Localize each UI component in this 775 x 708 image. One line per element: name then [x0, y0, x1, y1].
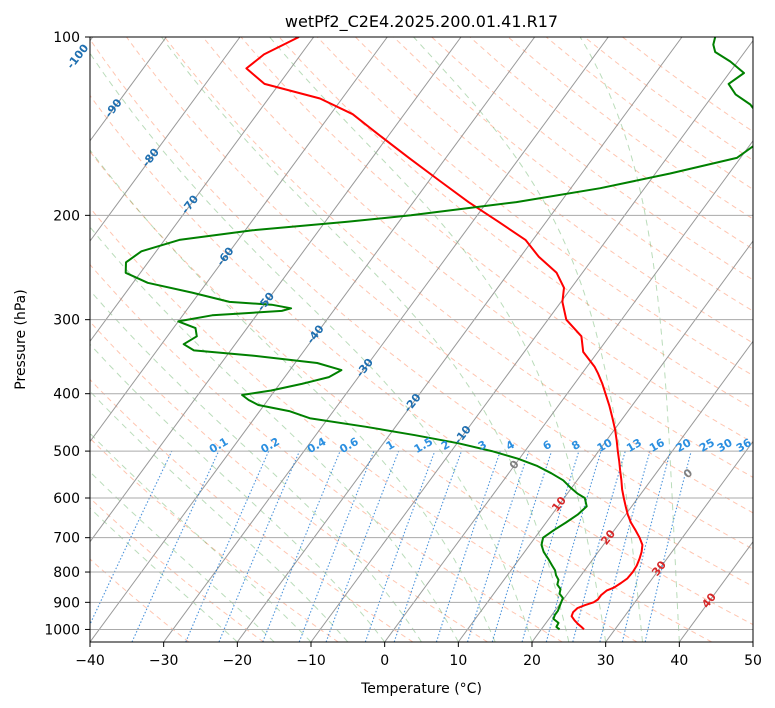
y-tick-label: 600: [53, 491, 80, 507]
temperature-profile-line: [245, 37, 644, 631]
dry-adiabat-line: [90, 94, 753, 626]
y-tick-label: 100: [53, 30, 80, 46]
y-tick-label: 500: [53, 444, 80, 460]
mixing-ratio-line: [491, 450, 553, 642]
dry-adiabat-line: [90, 263, 563, 642]
mixing-ratio-line: [466, 450, 530, 642]
mixing-ratio-line: [325, 450, 400, 642]
mixing-ratio-line: [521, 450, 580, 642]
dry-adiabat-line: [90, 437, 339, 642]
y-tick-label: 200: [53, 208, 80, 224]
mixing-ratio-line: [435, 450, 501, 642]
y-tick-label: 300: [53, 313, 80, 329]
dry-adiabat-line: [90, 150, 712, 642]
mixing-ratio-line: [364, 450, 436, 642]
isotherm-line: [457, 240, 753, 642]
mixing-ratio-line: [393, 450, 463, 642]
x-tick-label: −30: [149, 653, 179, 669]
isotherm-line: [90, 37, 167, 142]
dry-adiabat-line: [355, 37, 753, 344]
dry-adiabat-line: [90, 378, 414, 642]
isotherm-line: [384, 139, 753, 642]
y-tick-label: 1000: [44, 622, 80, 638]
dry-adiabat-line: [90, 38, 753, 587]
x-tick-label: −40: [75, 653, 105, 669]
y-tick-label: 900: [53, 595, 80, 611]
dewpoint-profile-line: [124, 37, 753, 631]
y-axis-label: Pressure (hPa): [13, 289, 29, 389]
y-axis-ticks: 100 200 300 400 500 600 700 800 900 1000: [44, 30, 90, 638]
x-tick-label: −10: [296, 653, 326, 669]
x-tick-label: 50: [744, 653, 762, 669]
mixing-ratio-line: [90, 450, 173, 626]
isotherm-line: [236, 37, 683, 642]
plot-frame: [89, 36, 754, 643]
moist-adiabat-line: [161, 37, 570, 642]
x-axis-label: Temperature (°C): [360, 681, 482, 697]
chart-title: wetPf2_C2E4.2025.200.01.41.R17: [285, 12, 558, 32]
grid-lines: [90, 37, 753, 630]
x-tick-label: 40: [670, 653, 688, 669]
mixing-ratio-line: [131, 450, 220, 642]
isotherm-line: [90, 37, 388, 443]
isotherm-line: [531, 340, 753, 642]
isotherm-line: [310, 39, 753, 642]
x-tick-label: 20: [523, 653, 541, 669]
mixing-ratio-line: [545, 450, 602, 642]
mixing-ratio-line: [298, 450, 375, 642]
dry-adiabat-line: [393, 37, 753, 312]
background-reference-lines: [90, 37, 753, 642]
mixing-ratio-line: [218, 450, 301, 642]
moist-adiabat-line: [90, 52, 533, 642]
x-tick-label: 30: [597, 653, 615, 669]
x-axis-ticks: −40 −30 −20 −10 0 10 20 30 40 50: [75, 642, 762, 669]
dry-adiabat-line: [240, 37, 753, 444]
moist-adiabat-line: [579, 37, 680, 642]
dry-adiabat-line: [90, 558, 190, 642]
mixing-ratio-line: [185, 450, 270, 642]
isotherm-line: [90, 37, 241, 242]
mixing-ratio-line: [599, 450, 651, 642]
dry-adiabat-line: [90, 207, 638, 642]
isotherm-line: [605, 440, 753, 642]
moist-adiabat-line: [413, 37, 643, 642]
x-tick-label: −20: [223, 653, 253, 669]
mixing-ratio-line: [262, 450, 341, 642]
moist-adiabat-line: [90, 149, 496, 642]
isotherm-line: [90, 37, 315, 343]
y-tick-label: 700: [53, 531, 80, 547]
moist-adiabat-line: [269, 37, 607, 642]
moist-adiabat-line: [90, 226, 459, 642]
isotherm-line: [163, 37, 609, 642]
x-tick-label: 10: [449, 653, 467, 669]
mixing-ratio-line: [572, 450, 626, 642]
dry-adiabat-line: [164, 37, 753, 514]
y-tick-label: 400: [53, 387, 80, 403]
isotherm-line: [90, 37, 536, 642]
x-tick-label: 0: [380, 653, 389, 669]
dry-adiabat-line: [316, 37, 753, 377]
y-tick-label: 800: [53, 565, 80, 581]
mixing-ratio-line: [644, 450, 692, 642]
moist-adiabat-line: [90, 390, 349, 642]
